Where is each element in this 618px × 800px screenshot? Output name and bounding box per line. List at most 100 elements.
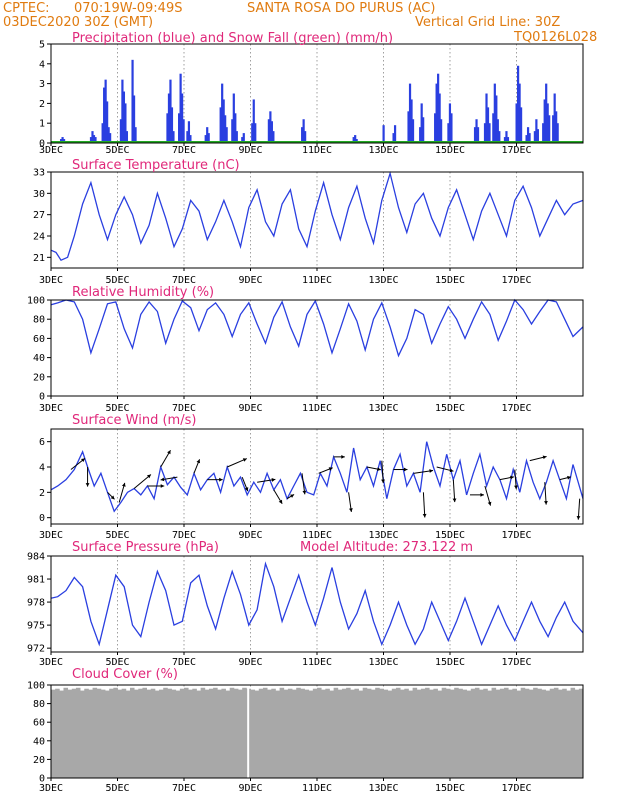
wind-arrow-head: [219, 477, 223, 482]
x-tick-label: 15DEC: [435, 403, 465, 414]
y-tick-label: 1: [39, 119, 45, 130]
cloud-bar: [287, 688, 293, 778]
wind-arrow: [207, 477, 223, 482]
panel-6: 0 20 40 60 80 100 3DEC 5DEC 7DEC 9DEC 11DEC 13DEC 15…: [27, 667, 584, 794]
cloud-bar: [578, 688, 584, 778]
wind-arrow: [559, 475, 572, 481]
precip-bar: [132, 95, 136, 143]
header-station: SANTA ROSA DO PURUS (AC): [247, 1, 435, 16]
precip-bar: [89, 137, 93, 143]
wind-arrow: [107, 491, 115, 500]
wind-arrow-shaft: [301, 473, 306, 495]
x-tick-label: 17DEC: [501, 275, 531, 286]
y-tick-label: 975: [27, 621, 45, 632]
header-coords: 070:19W-09:49S: [74, 1, 182, 16]
wind-arrow-head: [242, 458, 247, 462]
wind-arrow: [499, 475, 514, 481]
wind-arrow: [286, 494, 295, 500]
precip-bar: [483, 123, 487, 143]
y-tick-label: 978: [27, 598, 45, 609]
wind-arrow: [529, 455, 547, 462]
x-tick-label: 13DEC: [368, 657, 398, 668]
cloud-bar: [283, 689, 289, 778]
wind-arrow: [147, 484, 165, 488]
precip-bar: [503, 137, 507, 143]
x-tick-label: 5DEC: [105, 783, 129, 794]
cloud-bar: [80, 690, 85, 778]
cloud-bar: [553, 687, 559, 778]
wind-arrow-head: [452, 498, 457, 503]
precip-bar: [106, 101, 109, 143]
cloud-bar: [175, 690, 181, 778]
x-tick-label: 5DEC: [105, 530, 129, 541]
wind-arrow: [318, 467, 333, 474]
wind-arrow: [393, 467, 408, 472]
wind-arrow-shaft: [381, 460, 384, 484]
cloud-bar: [495, 689, 501, 778]
wind-arrow: [333, 454, 345, 459]
precip-bar: [169, 79, 172, 143]
precip-bar: [525, 135, 528, 143]
precip-bar: [254, 123, 257, 143]
precip-bar: [393, 125, 397, 143]
wind-arrow-head: [429, 469, 434, 473]
panel-4: 0 2 4 6 3DEC 5DEC 7DEC 9DEC 11DEC 13DEC 15DEC 17DEC…: [39, 413, 584, 541]
cloud-bar: [420, 688, 426, 778]
cloud-bar: [329, 690, 335, 778]
wind-arrow-head: [449, 468, 454, 473]
precip-bar: [241, 137, 244, 143]
wind-arrow-head: [487, 501, 492, 506]
cloud-bar: [333, 687, 339, 778]
wind-arrow-head: [544, 500, 548, 505]
cloud-bar: [134, 689, 139, 778]
cloud-bar: [429, 689, 434, 778]
wind-arrow-head: [377, 467, 381, 471]
cloud-bar: [354, 688, 359, 778]
x-tick-label: 3DEC: [39, 275, 63, 286]
precip-bar: [124, 103, 127, 143]
cloud-bar: [491, 687, 497, 778]
precip-bar: [92, 135, 96, 143]
precip-bar: [109, 133, 112, 143]
wind-arrow: [193, 459, 201, 474]
wind-arrow-head: [328, 467, 333, 471]
cloud-bar: [520, 687, 526, 778]
cloud-bar: [250, 689, 256, 778]
x-tick-label: 13DEC: [368, 403, 398, 414]
x-tick-label: 15DEC: [435, 783, 465, 794]
cloud-bar: [404, 688, 409, 778]
cloud-bar: [562, 688, 567, 778]
precip-bar: [492, 113, 495, 143]
cloud-bar: [267, 689, 272, 778]
cloud-bar: [200, 687, 206, 778]
panel-subtitle: Model Altitude: 273.122 m: [300, 540, 473, 555]
wind-arrow: [133, 474, 152, 489]
x-tick-label: 17DEC: [501, 530, 531, 541]
x-tick-label: 3DEC: [39, 530, 63, 541]
precip-bar: [496, 119, 499, 143]
precip-bar: [219, 107, 222, 143]
x-tick-label: 17DEC: [501, 657, 531, 668]
precip-bar: [434, 113, 437, 143]
cloud-bar: [167, 688, 172, 778]
precip-bar: [476, 127, 480, 143]
y-tick-label: 2: [39, 488, 45, 499]
cloud-bar: [574, 689, 580, 778]
precip-bar: [518, 83, 521, 143]
cloud-bar: [117, 689, 123, 778]
cloud-bar: [321, 689, 326, 778]
precip-bar: [486, 107, 490, 143]
precip-bar: [167, 93, 171, 143]
panel-1: 0 1 2 3 4 5 3DEC 5DEC 7DEC 9DEC 11DEC 13DEC 15DEC 17D…: [39, 31, 584, 156]
precip-bar: [251, 123, 254, 143]
y-tick-label: 40: [33, 736, 45, 747]
cloud-bar: [425, 687, 430, 778]
y-tick-label: 60: [33, 718, 45, 729]
cloud-bar: [479, 689, 484, 778]
precip-bar: [553, 93, 556, 143]
panel-title: Cloud Cover (%): [72, 667, 178, 682]
cloud-bar: [387, 690, 393, 778]
cloud-bar: [549, 688, 555, 778]
wind-arrow: [413, 469, 434, 474]
precip-bar: [272, 131, 275, 143]
